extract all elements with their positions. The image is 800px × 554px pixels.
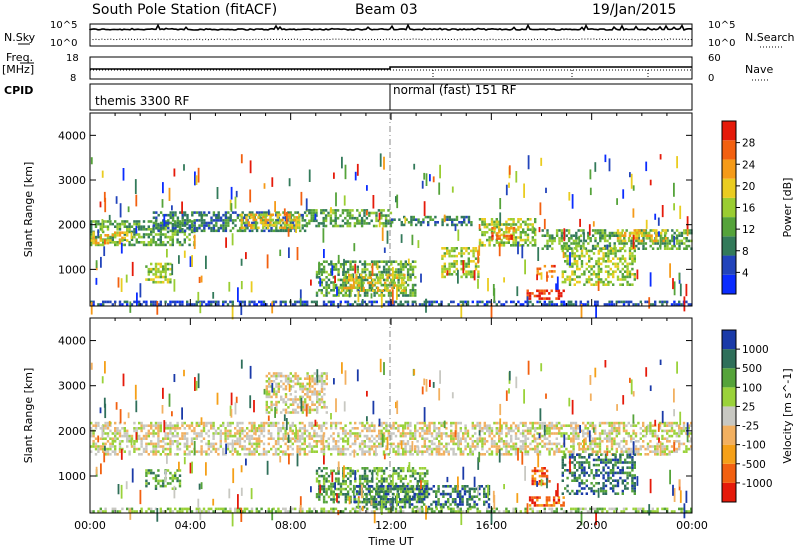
- freq-unit: [MHz]: [2, 63, 35, 76]
- power-colorbar-tick-6: 28: [742, 138, 755, 150]
- power-colorbar-seg-6: [722, 159, 736, 179]
- power-band-2: [152, 211, 156, 214]
- velocity-colorbar-seg-7: [722, 349, 736, 369]
- velocity-ytick-label-3000: 3000: [58, 380, 86, 393]
- velocity-colorbar-tick-6: 500: [742, 363, 762, 375]
- nave-label: Nave: [745, 63, 774, 76]
- freq-trace: [90, 66, 692, 70]
- nsearch-tick-top: 10^5: [708, 20, 736, 31]
- power-band-8: [541, 229, 544, 232]
- nsearch-tick-bottom: 10^0: [708, 38, 736, 49]
- power-band-3: [240, 213, 243, 217]
- velocity-ytick-label-1000: 1000: [58, 470, 86, 483]
- power-band-0: [90, 220, 93, 223]
- velocity-colorbar-tick-7: 1000: [742, 344, 769, 356]
- power-heatmap: [90, 153, 693, 320]
- xtick-label-6: 00:00: [676, 519, 708, 532]
- velocity-colorbar-seg-1: [722, 463, 736, 483]
- velocity-colorbar-tick-0: -1000: [742, 478, 773, 490]
- date-title: 19/Jan/2015: [592, 2, 677, 18]
- velocity-colorbar-tick-3: -25: [742, 421, 759, 433]
- velocity-colorbar-seg-8: [722, 330, 736, 350]
- nsearch-trace: [89, 38, 693, 41]
- velocity-colorbar-tick-2: -100: [742, 440, 766, 452]
- velocity-colorbar-seg-0: [722, 482, 736, 502]
- freq-tick-bottom: 8: [70, 73, 77, 84]
- velocity-colorbar-tick-1: -500: [742, 459, 766, 471]
- xtick-label-4: 16:00: [475, 519, 507, 532]
- power-ylabel: Slant Range [km]: [22, 162, 35, 258]
- power-ytick-label-1000: 1000: [58, 263, 86, 276]
- power-colorbar-seg-4: [722, 197, 736, 218]
- power-colorbar-tick-5: 24: [742, 159, 756, 171]
- velocity-colorbar-label: Velocity [m s^-1]: [781, 368, 794, 463]
- power-ytick-label-2000: 2000: [58, 219, 86, 232]
- nsky-tick-top: 10^5: [50, 20, 78, 31]
- panel-frames: [18, 23, 784, 111]
- power-band-7: [491, 226, 494, 230]
- axes-layer: 1000 2000 3000 4000 Slant Range [km] 4 8 12 16 20…: [22, 112, 794, 548]
- power-ytick-label-4000: 4000: [58, 129, 86, 142]
- velocity-ytick-label-4000: 4000: [58, 335, 86, 348]
- power-colorbar-seg-1: [722, 255, 736, 275]
- nsky-trace: [89, 23, 693, 32]
- xtick-label-3: 12:00: [375, 519, 407, 532]
- velocity-ylabel: Slant Range [km]: [22, 368, 35, 464]
- power-colorbar-seg-7: [722, 140, 736, 160]
- xtick-label-5: 20:00: [576, 519, 608, 532]
- nsky-label: N.Sky: [4, 31, 36, 44]
- power-plot-frame: [89, 112, 693, 307]
- cpid-segment-2: normal (fast) 151 RF: [393, 83, 517, 97]
- power-band-9: [616, 229, 620, 232]
- nave-tick-top: 60: [708, 53, 721, 64]
- nave-tick-bottom: 0: [708, 73, 715, 84]
- freq-tick-top: 18: [66, 53, 79, 64]
- freq-label: Freq.: [6, 51, 34, 64]
- velocity-ytick-label-2000: 2000: [58, 425, 86, 438]
- power-colorbar-seg-3: [722, 217, 736, 237]
- cpid-label: CPID: [4, 84, 34, 97]
- power-colorbar-tick-4: 20: [742, 181, 755, 193]
- beam-title: Beam 03: [355, 2, 418, 18]
- power-colorbar-seg-0: [722, 274, 736, 294]
- velocity-colorbar-seg-4: [722, 406, 736, 426]
- freq-panel-frame: [89, 56, 693, 80]
- velocity-band-1: [145, 469, 148, 472]
- velocity-colorbar-seg-5: [722, 387, 736, 407]
- power-colorbar-tick-0: 4: [742, 267, 749, 279]
- xtick-label-2: 08:00: [275, 519, 307, 532]
- power-band-13: [441, 247, 444, 250]
- power-colorbar-tick-3: 16: [742, 203, 756, 215]
- power-colorbar-seg-2: [722, 236, 736, 256]
- velocity-colorbar-frame: [721, 329, 737, 503]
- power-band-16: [561, 247, 564, 250]
- velocity-colorbar-tick-5: 100: [742, 382, 762, 394]
- power-colorbar-tick-2: 12: [742, 224, 755, 236]
- velocity-colorbar-seg-2: [722, 444, 736, 464]
- power-ytick-label-3000: 3000: [58, 174, 86, 187]
- power-colorbar-tick-1: 8: [742, 246, 749, 258]
- nsky-panel-frame: [89, 23, 693, 47]
- velocity-colorbar-tick-4: 25: [742, 401, 755, 413]
- power-colorbar-seg-5: [722, 178, 736, 198]
- power-colorbar-label: Power [dB]: [781, 178, 794, 238]
- xtick-label-0: 00:00: [74, 519, 106, 532]
- velocity-colorbar-seg-6: [722, 368, 736, 388]
- velocity-band-0: [90, 421, 93, 425]
- power-band-6: [478, 218, 482, 221]
- power-colorbar-seg-8: [722, 121, 736, 141]
- nsky-tick-bottom: 10^0: [50, 38, 78, 49]
- velocity-colorbar-seg-3: [722, 425, 736, 445]
- station-title: South Pole Station (fitACF): [92, 2, 278, 18]
- xaxis-label: Time UT: [367, 535, 413, 548]
- velocity-heatmap: [90, 358, 693, 527]
- nsearch-label: N.Search: [745, 31, 795, 44]
- xtick-label-1: 04:00: [174, 519, 206, 532]
- power-band-14: [526, 289, 529, 293]
- cpid-segment-1: themis 3300 RF: [95, 94, 190, 108]
- cpid-panel-frame: [89, 83, 693, 111]
